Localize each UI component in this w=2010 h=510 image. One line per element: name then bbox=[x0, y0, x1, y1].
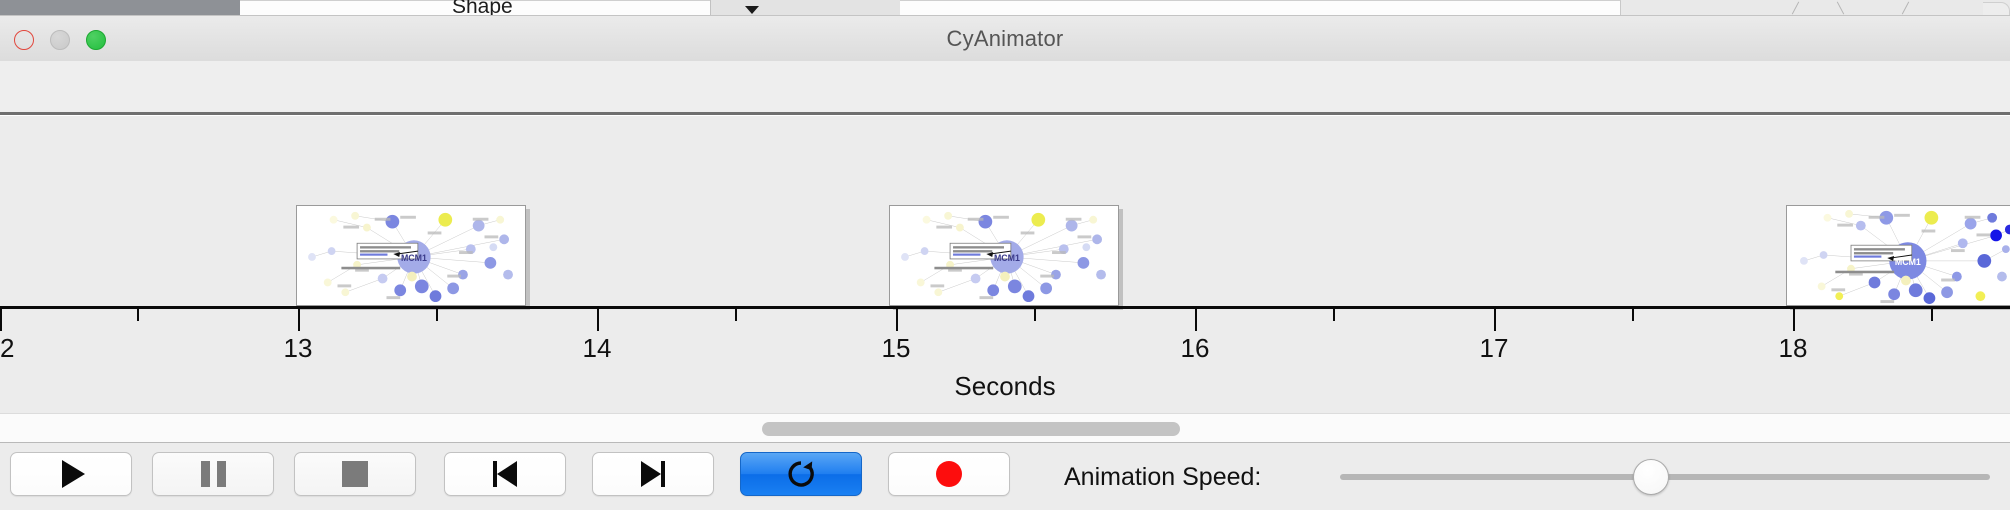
axis-tick-minor bbox=[1034, 309, 1036, 321]
record-icon bbox=[936, 461, 962, 487]
axis-tick-minor bbox=[1632, 309, 1634, 321]
timeline-scrollbar-thumb[interactable] bbox=[762, 422, 1180, 436]
skip-forward-button[interactable] bbox=[592, 452, 714, 496]
axis-tick-major bbox=[1793, 309, 1795, 331]
axis-tick-minor bbox=[1931, 309, 1933, 321]
play-button[interactable] bbox=[10, 452, 132, 496]
loop-button[interactable] bbox=[740, 452, 862, 496]
play-icon bbox=[61, 460, 85, 488]
timeline-panel[interactable]: MCM1 bbox=[0, 116, 2010, 413]
network-graph-a: MCM1 bbox=[891, 206, 1117, 305]
stop-icon bbox=[342, 461, 368, 487]
background-panel-3 bbox=[900, 0, 1161, 16]
minimize-button-icon[interactable] bbox=[50, 30, 70, 50]
skip-forward-icon bbox=[640, 461, 666, 487]
background-shape-label: Shape bbox=[452, 0, 513, 16]
background-slash-1 bbox=[1791, 1, 1800, 15]
axis-tick-label: 16 bbox=[1180, 333, 1210, 363]
pause-icon bbox=[200, 461, 226, 487]
skip-back-icon bbox=[492, 461, 518, 487]
background-panel-5 bbox=[1380, 0, 1621, 16]
svg-text:MCM1: MCM1 bbox=[1895, 257, 1921, 267]
toolbar-divider bbox=[0, 112, 2010, 115]
window-title: CyAnimator bbox=[946, 25, 1064, 51]
axis-tick-label: 13 bbox=[283, 333, 313, 363]
background-divider bbox=[0, 15, 2010, 16]
background-window-corner bbox=[1983, 2, 2010, 16]
close-button-icon[interactable] bbox=[14, 30, 34, 50]
background-titlebar-dark bbox=[0, 0, 240, 16]
title-bar: CyAnimator bbox=[0, 16, 2010, 62]
axis-tick-minor bbox=[436, 309, 438, 321]
background-slash-3 bbox=[1901, 1, 1910, 15]
loop-icon bbox=[788, 461, 814, 487]
axis-tick-label: 17 bbox=[1479, 333, 1509, 363]
axis-tick-major bbox=[1195, 309, 1197, 331]
background-slash-2 bbox=[1836, 1, 1845, 15]
network-graph-b: MCM1 bbox=[1788, 206, 2010, 305]
background-caret-icon bbox=[745, 6, 759, 14]
stop-button[interactable] bbox=[294, 452, 416, 496]
background-window-strip: Shape bbox=[0, 0, 2010, 16]
axis-tick-minor bbox=[1333, 309, 1335, 321]
timeline-axis bbox=[0, 306, 2010, 309]
pause-button[interactable] bbox=[152, 452, 274, 496]
toolbar: Clear All Frames bbox=[0, 61, 2010, 158]
skip-back-button[interactable] bbox=[444, 452, 566, 496]
background-panel-1 bbox=[240, 0, 421, 16]
record-button[interactable] bbox=[888, 452, 1010, 496]
network-graph-a: MCM1 bbox=[298, 206, 524, 305]
axis-tick-label: 14 bbox=[582, 333, 612, 363]
svg-text:MCM1: MCM1 bbox=[401, 253, 427, 263]
axis-tick-major bbox=[896, 309, 898, 331]
axis-tick-label: 12 bbox=[0, 333, 15, 363]
transport-bar: Animation Speed: bbox=[0, 444, 2010, 510]
frame-thumbnail[interactable]: MCM1 bbox=[889, 205, 1119, 306]
axis-tick-major bbox=[298, 309, 300, 331]
timeline-scrollbar-track[interactable] bbox=[0, 413, 2010, 443]
animation-speed-label: Animation Speed: bbox=[1064, 462, 1262, 491]
animation-speed-slider-thumb[interactable] bbox=[1633, 459, 1669, 495]
frame-thumbnail[interactable]: MCM1 bbox=[296, 205, 526, 306]
axis-title: Seconds bbox=[954, 371, 1056, 401]
axis-tick-major bbox=[0, 309, 2, 331]
axis-tick-major bbox=[597, 309, 599, 331]
background-tab-1 bbox=[710, 0, 901, 16]
axis-tick-major bbox=[1494, 309, 1496, 331]
axis-tick-label: 18 bbox=[1778, 333, 1808, 363]
axis-tick-minor bbox=[137, 309, 139, 321]
background-panel-4 bbox=[1160, 0, 1381, 16]
traffic-lights bbox=[14, 30, 106, 50]
svg-text:MCM1: MCM1 bbox=[994, 253, 1020, 263]
frame-thumbnail[interactable]: MCM1 bbox=[1786, 205, 2010, 306]
axis-tick-minor bbox=[735, 309, 737, 321]
axis-tick-label: 15 bbox=[881, 333, 911, 363]
zoom-button-icon[interactable] bbox=[86, 30, 106, 50]
toolbar-divider-highlight bbox=[0, 115, 2010, 116]
